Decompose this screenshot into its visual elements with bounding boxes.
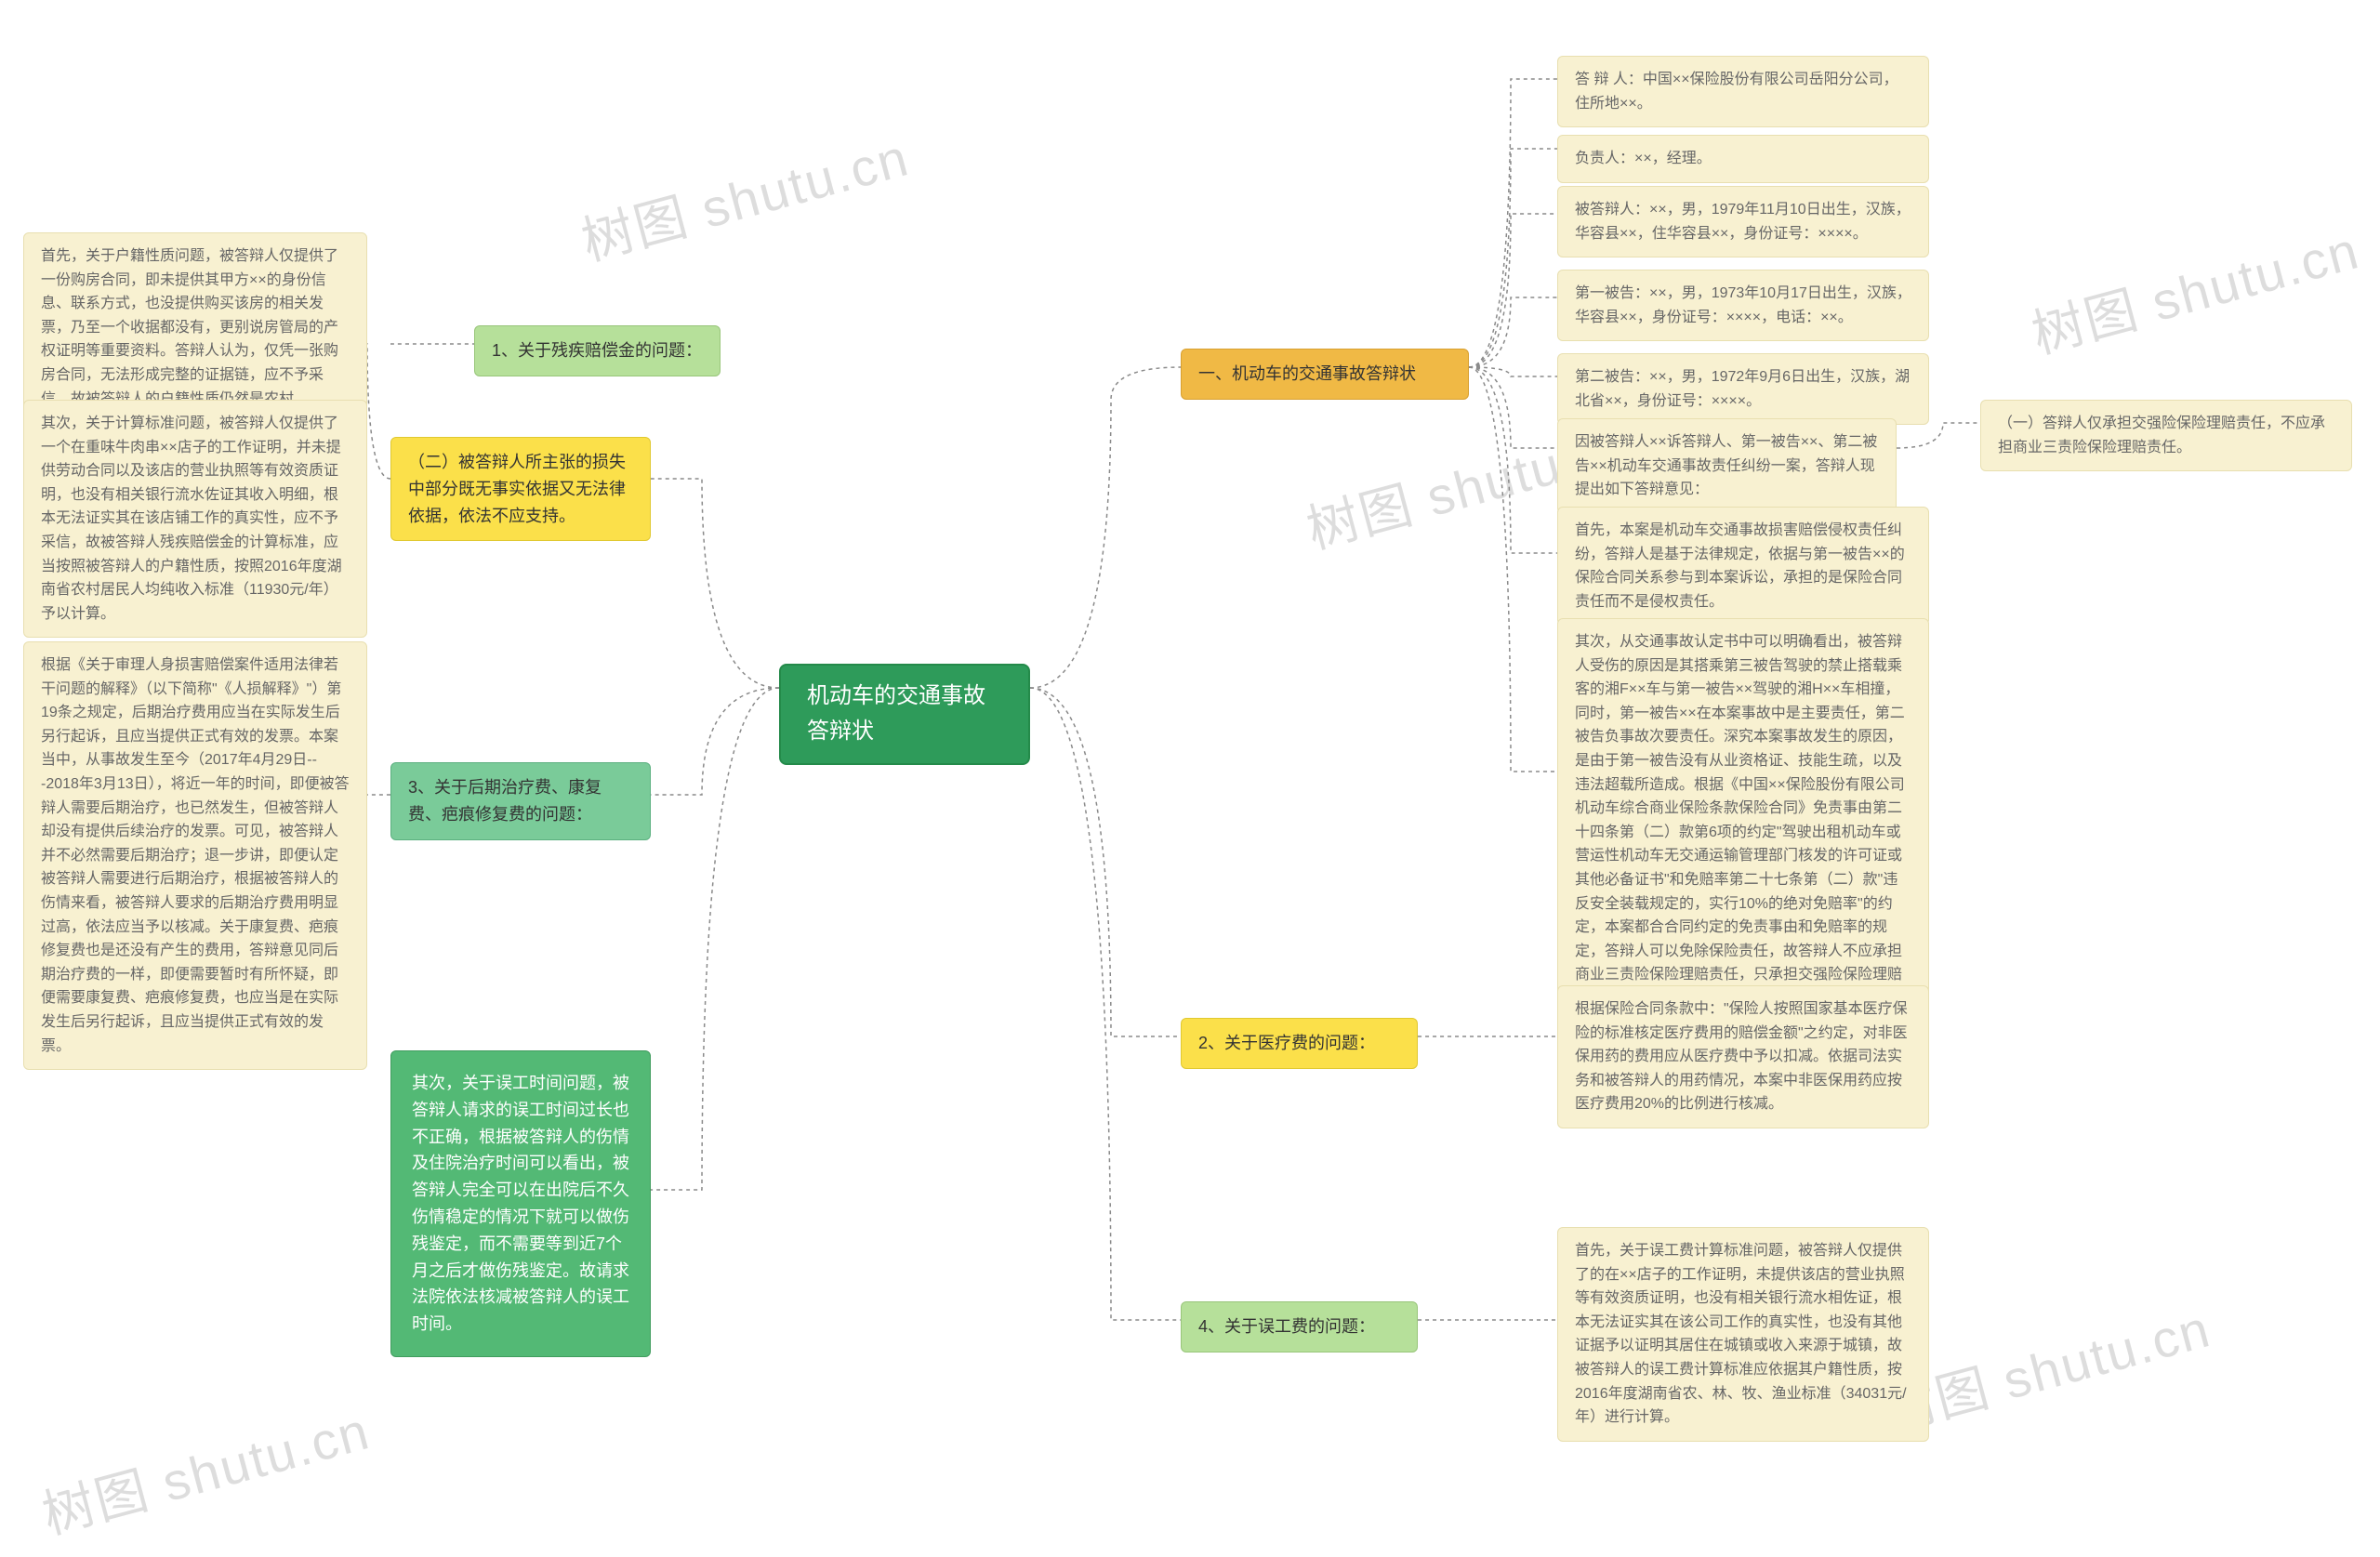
s1-leaf-3: 第一被告：××，男，1973年10月17日出生，汉族，华容县××，身份证号：××…	[1557, 270, 1929, 341]
section-1: 一、机动车的交通事故答辩状	[1181, 349, 1469, 400]
s4-leaf: 首先，关于误工费计算标准问题，被答辩人仅提供了的在××店子的工作证明，未提供该店…	[1557, 1227, 1929, 1442]
watermark: 树图 shutu.cn	[573, 116, 917, 276]
section-2: 2、关于医疗费的问题：	[1181, 1018, 1418, 1069]
watermark: 树图 shutu.cn	[2023, 209, 2367, 369]
section-4: 4、关于误工费的问题：	[1181, 1301, 1418, 1352]
watermark: 树图 shutu.cn	[33, 1390, 377, 1550]
s1-leaf-6: 首先，本案是机动车交通事故损害赔偿侵权责任纠纷，答辩人是基于法律规定，依据与第一…	[1557, 507, 1929, 626]
s1-leaf-7: 其次，从交通事故认定书中可以明确看出，被答辩人受伤的原因是其搭乘第三被告驾驶的禁…	[1557, 618, 1929, 1023]
s1-leaf-2: 被答辩人：××，男，1979年11月10日出生，汉族，华容县××，住华容县××，…	[1557, 186, 1929, 257]
s1-leaf-0: 答 辩 人：中国××保险股份有限公司岳阳分公司，住所地××。	[1557, 56, 1929, 127]
left-section-1: 1、关于残疾赔偿金的问题：	[474, 325, 721, 376]
left-s3-leaf: 根据《关于审理人身损害赔偿案件适用法律若干问题的解释》（以下简称"《人损解释》"…	[23, 641, 367, 1070]
s1-leaf-1: 负责人：××，经理。	[1557, 135, 1929, 183]
s2-leaf: 根据保险合同条款中："保险人按照国家基本医疗保险的标准核定医疗费用的赔偿金额"之…	[1557, 985, 1929, 1128]
center-node: 机动车的交通事故答辩状	[779, 664, 1030, 765]
left-section-2: （二）被答辩人所主张的损失中部分既无事实依据又无法律依据，依法不应支持。	[390, 437, 651, 541]
s1-leaf-5: 因被答辩人××诉答辩人、第一被告××、第二被告××机动车交通事故责任纠纷一案，答…	[1557, 418, 1897, 514]
left-s1-leaf-b: 其次，关于计算标准问题，被答辩人仅提供了一个在重味牛肉串××店子的工作证明，并未…	[23, 400, 367, 638]
left-s1-leaf-a: 首先，关于户籍性质问题，被答辩人仅提供了一份购房合同，即未提供其甲方××的身份信…	[23, 232, 367, 423]
left-section-5: 其次，关于误工时间问题，被答辩人请求的误工时间过长也不正确，根据被答辩人的伤情及…	[390, 1050, 651, 1357]
left-section-3: 3、关于后期治疗费、康复费、疤痕修复费的问题：	[390, 762, 651, 840]
s1-leaf-4: 第二被告：××，男，1972年9月6日出生，汉族，湖北省××，身份证号：××××…	[1557, 353, 1929, 425]
s1-side-leaf: （一）答辩人仅承担交强险保险理赔责任，不应承担商业三责险保险理赔责任。	[1980, 400, 2352, 471]
